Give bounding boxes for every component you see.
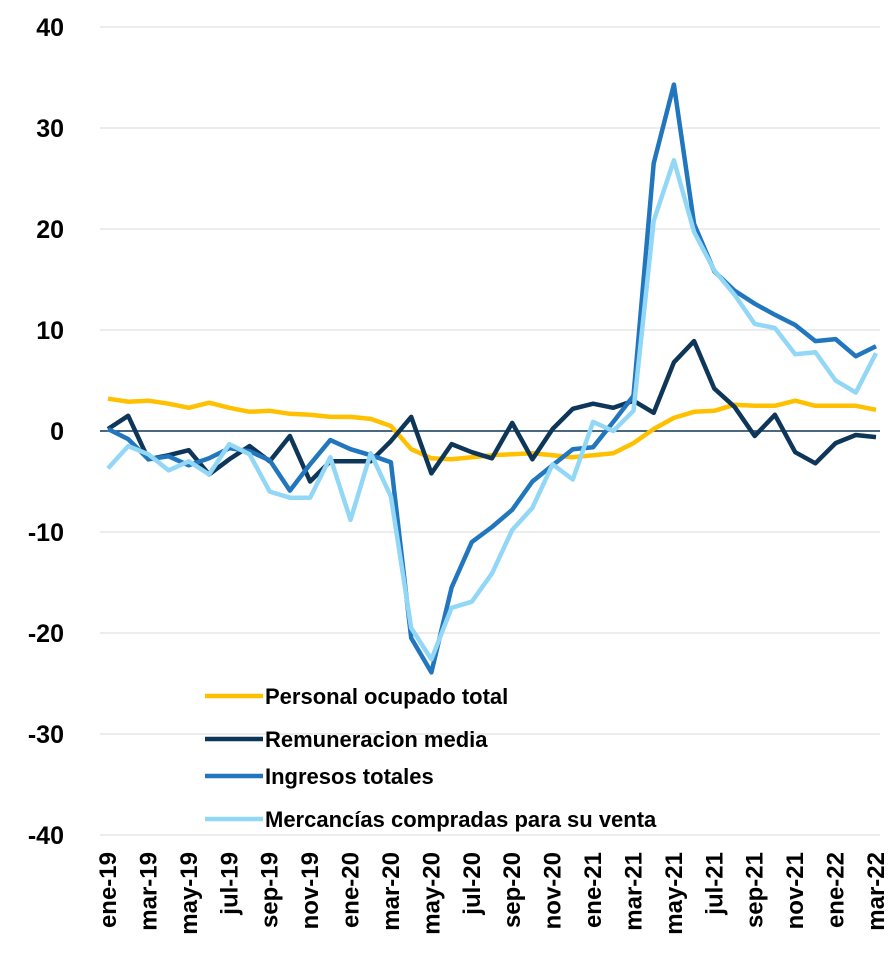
legend-label: Remuneracion media [265, 727, 488, 752]
x-tick-label: mar-20 [378, 852, 405, 931]
y-tick-label: -20 [28, 620, 64, 648]
y-tick-label: -10 [28, 519, 64, 547]
legend-label: Personal ocupado total [265, 684, 508, 709]
legend-label: Mercancías compradas para su venta [265, 807, 657, 832]
x-tick-label: nov-21 [782, 852, 809, 929]
x-tick-label: jul-20 [459, 852, 486, 916]
y-tick-label: -40 [28, 822, 64, 850]
x-tick-label: jul-19 [216, 852, 243, 916]
x-tick-label: sep-21 [742, 852, 769, 928]
x-tick-label: sep-20 [499, 852, 526, 928]
y-tick-label: 20 [36, 216, 64, 244]
y-tick-label: 10 [36, 317, 64, 345]
x-tick-label: may-21 [661, 852, 688, 935]
y-tick-label: 40 [36, 14, 64, 42]
x-tick-label: mar-21 [620, 852, 647, 931]
x-tick-label: may-20 [418, 852, 445, 935]
line [106, 158, 879, 662]
x-tick-label: ene-19 [95, 852, 122, 928]
x-tick-label: nov-19 [297, 852, 324, 929]
line [106, 338, 877, 484]
x-tick-label: nov-20 [540, 852, 567, 929]
x-tick-label: may-19 [176, 852, 203, 935]
y-tick-label: 0 [50, 418, 64, 446]
x-tick-label: ene-21 [580, 852, 607, 928]
y-tick-label: -30 [28, 721, 64, 749]
legend-label: Ingresos totales [265, 764, 434, 789]
x-tick-label: ene-20 [338, 852, 365, 928]
line [106, 82, 878, 675]
x-tick-label: mar-22 [863, 852, 890, 931]
x-tick-label: mar-19 [135, 852, 162, 931]
x-tick-label: jul-21 [701, 852, 728, 916]
x-tick-label: sep-19 [257, 852, 284, 928]
x-tick-label: ene-22 [823, 852, 850, 928]
y-tick-label: 30 [36, 115, 64, 143]
